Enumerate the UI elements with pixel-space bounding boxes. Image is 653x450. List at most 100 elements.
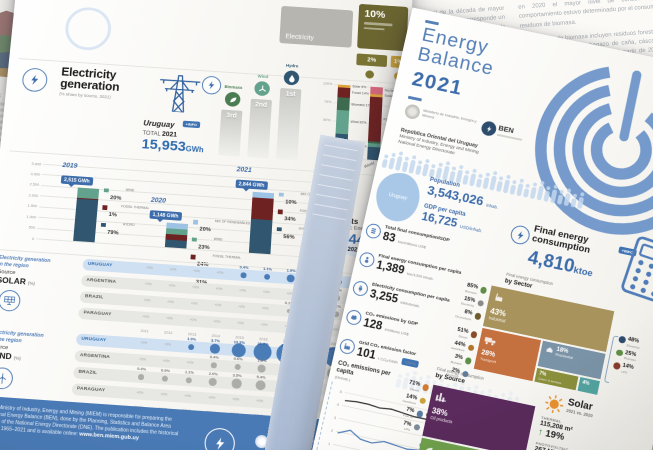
circle xyxy=(572,193,578,199)
rect xyxy=(563,192,571,207)
generation-total-block: Uruguay +INFO TOTAL 2021 15,953GWh xyxy=(141,113,206,155)
year-label: 2019 xyxy=(62,161,78,170)
chip-dot-icon xyxy=(476,299,485,307)
rect xyxy=(381,158,388,169)
rect xyxy=(529,186,537,200)
rect xyxy=(484,336,493,343)
circle xyxy=(405,372,410,377)
podium-rank: 3rd xyxy=(226,112,237,120)
indicator-item: Electricity consumption per capita 3,255… xyxy=(351,279,501,327)
rect xyxy=(371,227,377,231)
segment-label: Fossil 14% xyxy=(351,91,369,96)
circle xyxy=(553,184,559,190)
year-tick-label: 2012 xyxy=(163,330,173,336)
segment-label: Wind 32% xyxy=(350,120,367,125)
bar-segment xyxy=(337,87,351,99)
source-name: WIND xyxy=(0,349,13,362)
svg xyxy=(370,227,377,234)
hydro-icon xyxy=(283,70,300,86)
b: 23% xyxy=(198,244,212,251)
circle xyxy=(432,380,437,384)
chip-text: 15% Electricity xyxy=(461,295,476,307)
svg xyxy=(0,372,8,385)
rect xyxy=(509,184,517,195)
lightning-circle-icon xyxy=(509,223,532,246)
circle xyxy=(487,388,492,393)
wind-turbine-icon xyxy=(0,366,14,390)
indicator-unit: t CO₂/GWh xyxy=(377,355,399,365)
rect xyxy=(415,164,422,176)
podium-column-3rd: 3rd xyxy=(218,109,243,157)
i xyxy=(191,237,197,242)
svg xyxy=(350,315,357,321)
calculator-icon xyxy=(617,233,653,306)
circle xyxy=(464,170,470,175)
bar-segment xyxy=(367,142,381,148)
text: 5 xyxy=(339,389,343,395)
value-bubble xyxy=(234,363,241,370)
y-tick-label: 0 xyxy=(31,235,35,241)
value-bubble xyxy=(257,364,266,373)
text: 2 xyxy=(330,428,333,433)
rect xyxy=(435,398,447,402)
solar-region-header: Electricity generation in the region Sou… xyxy=(0,255,81,290)
coins-icon xyxy=(364,222,383,240)
indicator-value: 128 xyxy=(362,316,384,333)
podium-name-wind: Wind xyxy=(257,73,269,80)
path xyxy=(486,124,492,133)
ben-logo-block: BEN xyxy=(496,123,524,141)
circle xyxy=(412,371,417,375)
circle xyxy=(501,392,506,398)
segment-label: Solar 4% xyxy=(352,84,367,90)
y-tick-label: 500 xyxy=(28,224,36,230)
circle xyxy=(439,378,444,383)
solar-stats-block: Solar 2021 vs. 2020 THERMAL 115,208 m² ↑… xyxy=(532,392,635,450)
year-header: 2011 xyxy=(0,92,1,98)
g xyxy=(158,74,201,113)
circle xyxy=(485,341,489,345)
ministry-crest-icon xyxy=(403,103,422,121)
circle xyxy=(580,192,585,197)
electricity-box-label: Electricity xyxy=(285,33,314,42)
bar-segment xyxy=(248,218,273,255)
chip-dot-icon xyxy=(615,348,624,357)
text: 4 xyxy=(336,402,340,408)
indicator-unit: toe/1000 inhab. xyxy=(406,270,435,281)
circle xyxy=(478,173,483,179)
biomass-icon xyxy=(224,91,241,108)
svg xyxy=(30,74,39,86)
y-tick-label: 3,000 xyxy=(30,171,41,177)
value-bubble xyxy=(210,362,217,369)
path xyxy=(215,436,225,450)
svg xyxy=(516,230,524,240)
chip-text: 14% Gasolines xyxy=(402,392,418,406)
circle xyxy=(645,271,652,278)
path xyxy=(169,80,190,112)
chip-text: 8% Oil products xyxy=(455,307,473,321)
circle xyxy=(639,287,647,294)
two-percent-chip: 2% xyxy=(356,53,388,68)
transmission-tower-icon xyxy=(148,70,210,114)
rect xyxy=(408,375,417,391)
svg xyxy=(364,256,369,264)
rect xyxy=(364,259,369,264)
circle xyxy=(540,180,545,186)
y-tick-label: 50% xyxy=(323,117,331,122)
circle xyxy=(514,396,520,402)
total-callout: 2,844 GWh xyxy=(235,179,268,191)
bar-segment xyxy=(368,96,383,142)
co2-cloud-icon xyxy=(345,308,363,327)
total-value: 15,953 xyxy=(141,136,187,155)
b: 1% xyxy=(108,212,119,219)
rect xyxy=(549,189,558,204)
i xyxy=(278,192,284,198)
path xyxy=(288,74,295,83)
total-callout: 2,515 GWh xyxy=(60,175,93,186)
bar-segment xyxy=(335,109,350,134)
year-callout: 2021 2,844 GWh xyxy=(235,167,304,195)
i xyxy=(319,173,353,181)
circle xyxy=(425,158,430,164)
rect xyxy=(345,343,348,347)
podium-name-hydro: Hydro xyxy=(285,63,299,69)
source-unit: (%) xyxy=(13,355,22,361)
